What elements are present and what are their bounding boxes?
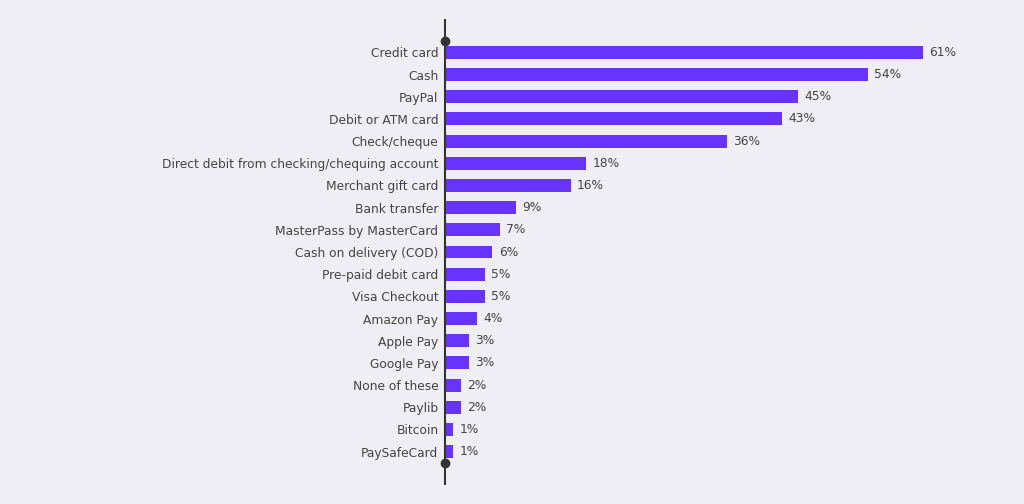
Bar bbox=[445, 290, 484, 303]
Text: 5%: 5% bbox=[490, 290, 510, 303]
Text: 7%: 7% bbox=[507, 223, 525, 236]
Text: 5%: 5% bbox=[490, 268, 510, 281]
Bar bbox=[445, 179, 570, 192]
Text: 61%: 61% bbox=[929, 46, 956, 59]
Bar bbox=[445, 223, 500, 236]
Bar bbox=[445, 112, 782, 125]
Bar bbox=[445, 312, 477, 325]
Bar bbox=[445, 46, 923, 59]
Bar bbox=[445, 157, 587, 170]
Text: 16%: 16% bbox=[577, 179, 604, 192]
Text: 4%: 4% bbox=[483, 312, 502, 325]
Bar bbox=[445, 445, 454, 458]
Bar bbox=[445, 135, 727, 148]
Bar bbox=[445, 68, 868, 81]
Text: 2%: 2% bbox=[467, 401, 486, 414]
Text: 6%: 6% bbox=[499, 245, 518, 259]
Bar bbox=[445, 245, 493, 259]
Bar bbox=[445, 201, 516, 214]
Text: 54%: 54% bbox=[874, 68, 901, 81]
Text: 43%: 43% bbox=[788, 112, 815, 125]
Bar bbox=[445, 379, 461, 392]
Text: 36%: 36% bbox=[733, 135, 761, 148]
Text: 2%: 2% bbox=[467, 379, 486, 392]
Bar bbox=[445, 334, 469, 347]
Text: 1%: 1% bbox=[460, 445, 479, 458]
Text: 18%: 18% bbox=[593, 157, 620, 170]
Bar bbox=[445, 401, 461, 414]
Bar bbox=[445, 90, 798, 103]
Text: 3%: 3% bbox=[475, 334, 495, 347]
Bar bbox=[445, 423, 454, 436]
Text: 3%: 3% bbox=[475, 356, 495, 369]
Bar bbox=[445, 268, 484, 281]
Bar bbox=[445, 356, 469, 369]
Text: 45%: 45% bbox=[804, 90, 831, 103]
Text: 9%: 9% bbox=[522, 201, 542, 214]
Text: 1%: 1% bbox=[460, 423, 479, 436]
